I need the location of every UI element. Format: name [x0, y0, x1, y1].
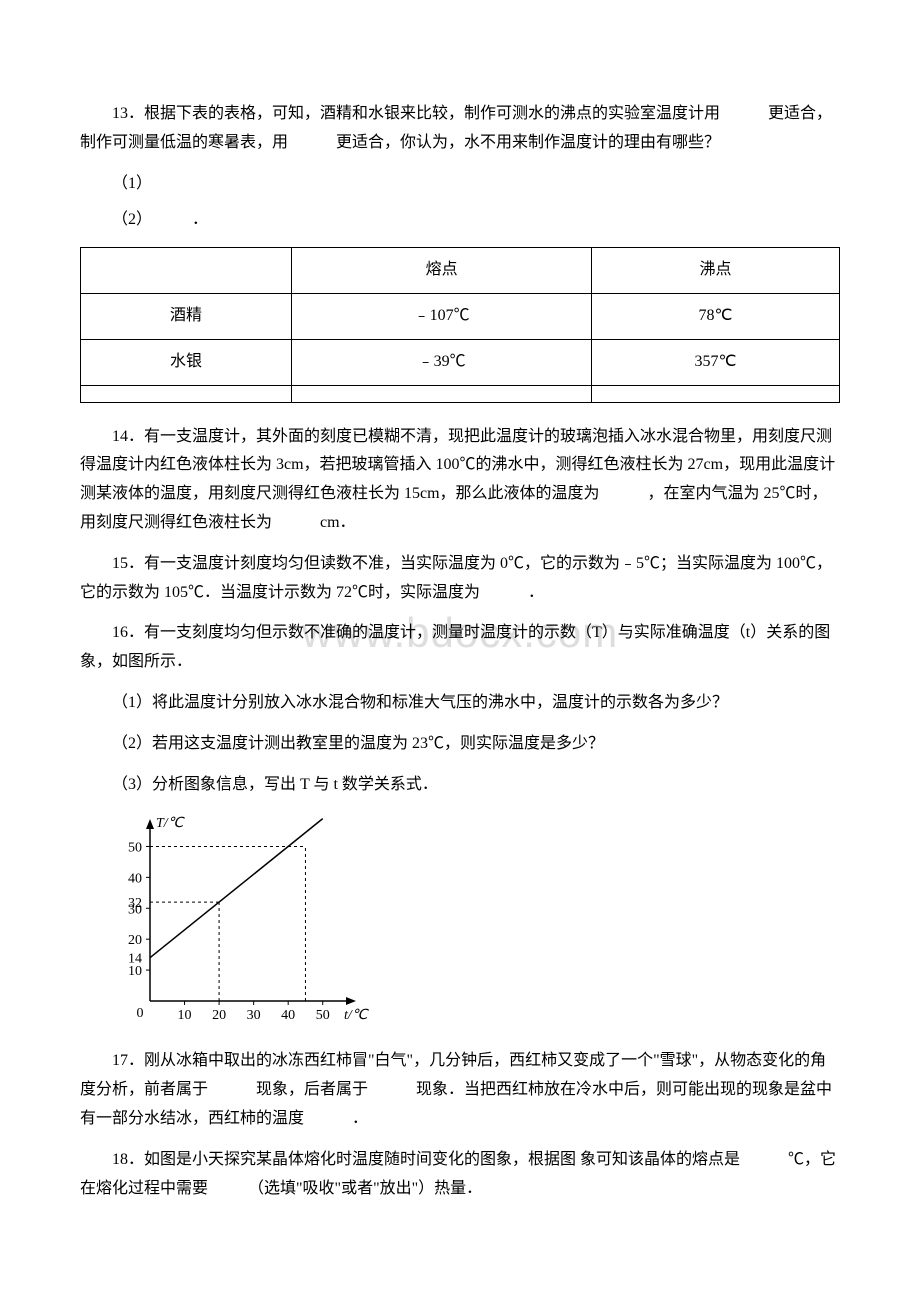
svg-text:40: 40 [281, 1008, 295, 1023]
svg-text:50: 50 [316, 1008, 330, 1023]
q17-text: 17．刚从冰箱中取出的冰冻西红柿冒"白气"，几分钟后，西红柿又变成了一个"雪球"… [80, 1047, 840, 1133]
svg-text:20: 20 [212, 1008, 226, 1023]
q14-text: 14．有一支温度计，其外面的刻度已模糊不清，现把此温度计的玻璃泡插入冰水混合物里… [80, 423, 840, 538]
table-cell: 水银 [81, 339, 292, 385]
table-cell [81, 385, 292, 402]
svg-text:20: 20 [128, 934, 142, 949]
table-cell [592, 385, 840, 402]
svg-text:t/℃: t/℃ [344, 1008, 370, 1023]
q13-sub2: （2） ． [80, 206, 840, 235]
svg-text:30: 30 [247, 1008, 261, 1023]
q16-text: 16．有一支刻度均匀但示数不准确的温度计，测量时温度计的示数（T）与实际准确温度… [80, 619, 840, 677]
table-cell: ﹣107℃ [292, 293, 592, 339]
q13-text: 13．根据下表的表格，可知，酒精和水银来比较，制作可测水的沸点的实验室温度计用 … [80, 100, 840, 158]
svg-text:T/℃: T/℃ [156, 816, 186, 831]
q16-sub2: （2）若用这支温度计测出教室里的温度为 23℃，则实际温度是多少？ [80, 730, 840, 759]
table-cell [292, 385, 592, 402]
svg-text:14: 14 [128, 952, 142, 967]
q16-sub3: （3）分析图象信息，写出 T 与 t 数学关系式． [80, 771, 840, 800]
table-cell: 78℃ [592, 293, 840, 339]
table-cell: ﹣39℃ [292, 339, 592, 385]
table-cell: 357℃ [592, 339, 840, 385]
q18-text: 18．如图是小天探究某晶体熔化时温度随时间变化的图象，根据图 象可知该晶体的熔点… [80, 1146, 840, 1204]
table-header [81, 248, 292, 294]
svg-text:0: 0 [137, 1006, 144, 1021]
svg-text:50: 50 [128, 841, 142, 856]
svg-text:32: 32 [128, 896, 142, 911]
table-header: 熔点 [292, 248, 592, 294]
table-header: 沸点 [592, 248, 840, 294]
svg-text:10: 10 [178, 1008, 192, 1023]
q16-sub1: （1）将此温度计分别放入冰水混合物和标准大气压的沸水中，温度计的示数各为多少？ [80, 689, 840, 718]
q13-sub1: （1） [80, 170, 840, 199]
q13-table: 熔点 沸点 酒精 ﹣107℃ 78℃ 水银 ﹣39℃ 357℃ [80, 247, 840, 402]
svg-text:40: 40 [128, 872, 142, 887]
table-cell: 酒精 [81, 293, 292, 339]
q16-chart: 1020304050143210203040500T/℃t/℃ [100, 811, 840, 1031]
q15-text: 15．有一支温度计刻度均匀但读数不准，当实际温度为 0℃，它的示数为﹣5℃；当实… [80, 550, 840, 608]
